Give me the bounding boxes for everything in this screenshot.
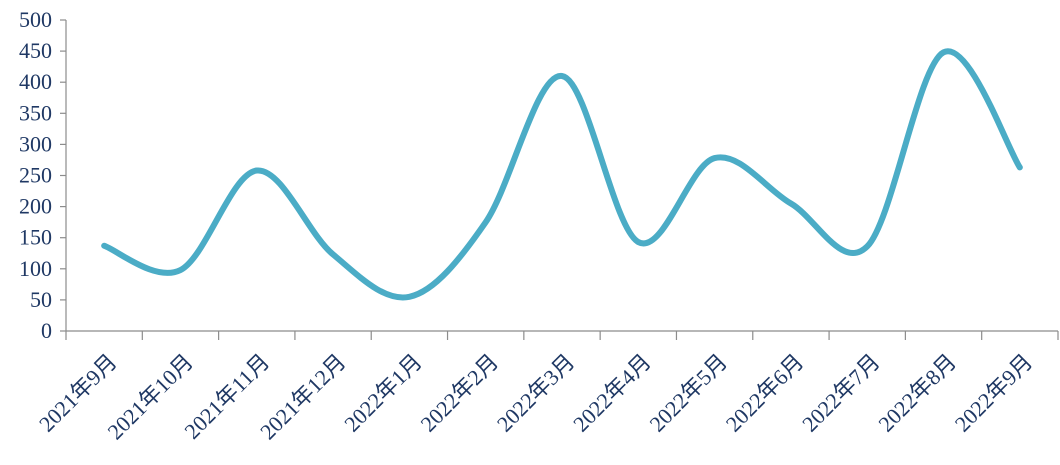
data-point bbox=[254, 168, 260, 174]
x-tick-label: 2022年1月 bbox=[339, 349, 427, 437]
y-tick-label: 100 bbox=[19, 256, 52, 281]
x-tick-label: 2022年4月 bbox=[568, 349, 656, 437]
y-tick-label: 0 bbox=[41, 318, 52, 343]
y-tick-label: 350 bbox=[19, 100, 52, 125]
x-tick-label: 2022年7月 bbox=[797, 349, 885, 437]
y-tick-label: 150 bbox=[19, 225, 52, 250]
x-tick-label: 2022年6月 bbox=[721, 349, 809, 437]
x-tick-label: 2022年9月 bbox=[950, 349, 1038, 437]
x-tick-label: 2022年5月 bbox=[644, 349, 732, 437]
x-axis: 2021年9月2021年10月2021年11月2021年12月2022年1月20… bbox=[34, 330, 1059, 444]
x-tick-label: 2022年8月 bbox=[873, 349, 961, 437]
data-point bbox=[788, 200, 794, 206]
data-point bbox=[1017, 164, 1023, 170]
y-tick-label: 50 bbox=[30, 287, 52, 312]
y-tick-label: 300 bbox=[19, 131, 52, 156]
data-point bbox=[864, 243, 870, 249]
series-line bbox=[101, 48, 1023, 301]
data-point bbox=[559, 73, 565, 79]
data-point bbox=[635, 239, 641, 245]
series-layer bbox=[101, 48, 1023, 301]
y-tick-label: 200 bbox=[19, 194, 52, 219]
x-tick-label: 2022年2月 bbox=[416, 349, 504, 437]
data-point bbox=[177, 267, 183, 273]
data-point bbox=[941, 49, 947, 55]
y-tick-label: 400 bbox=[19, 69, 52, 94]
x-tick-label: 2022年3月 bbox=[492, 349, 580, 437]
y-tick-label: 450 bbox=[19, 38, 52, 63]
data-point bbox=[712, 155, 718, 161]
data-point bbox=[101, 243, 107, 249]
y-tick-label: 250 bbox=[19, 163, 52, 188]
y-axis: 0 50 100 150 200 250 300 350 400 450 500 bbox=[19, 7, 67, 343]
data-point bbox=[483, 219, 489, 225]
y-tick-label: 500 bbox=[19, 7, 52, 32]
data-point bbox=[330, 251, 336, 257]
data-point bbox=[406, 294, 412, 300]
